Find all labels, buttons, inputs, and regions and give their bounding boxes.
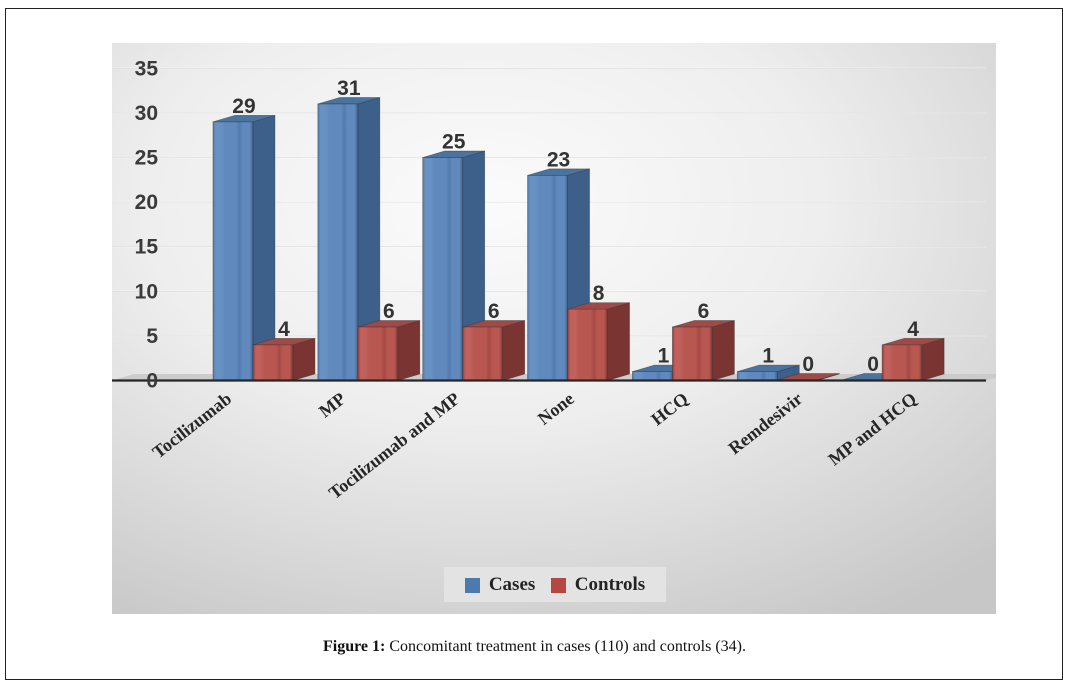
svg-text:30: 30 xyxy=(135,102,158,125)
svg-text:23: 23 xyxy=(547,148,570,171)
svg-text:1: 1 xyxy=(658,345,670,368)
svg-text:29: 29 xyxy=(232,95,255,118)
svg-text:20: 20 xyxy=(135,191,158,214)
svg-text:0: 0 xyxy=(146,370,158,393)
svg-text:6: 6 xyxy=(488,300,500,323)
svg-text:35: 35 xyxy=(135,57,159,80)
svg-text:0: 0 xyxy=(802,353,814,376)
svg-text:6: 6 xyxy=(383,300,395,323)
svg-text:6: 6 xyxy=(698,300,710,323)
svg-text:8: 8 xyxy=(593,282,605,305)
svg-text:10: 10 xyxy=(135,280,158,303)
svg-text:4: 4 xyxy=(907,318,919,341)
svg-text:4: 4 xyxy=(278,318,290,341)
svg-text:5: 5 xyxy=(146,325,158,348)
svg-text:0: 0 xyxy=(867,353,879,376)
svg-text:25: 25 xyxy=(135,147,159,170)
svg-text:1: 1 xyxy=(762,345,774,368)
svg-text:15: 15 xyxy=(135,236,159,259)
svg-text:31: 31 xyxy=(337,77,361,100)
svg-text:25: 25 xyxy=(442,131,466,154)
